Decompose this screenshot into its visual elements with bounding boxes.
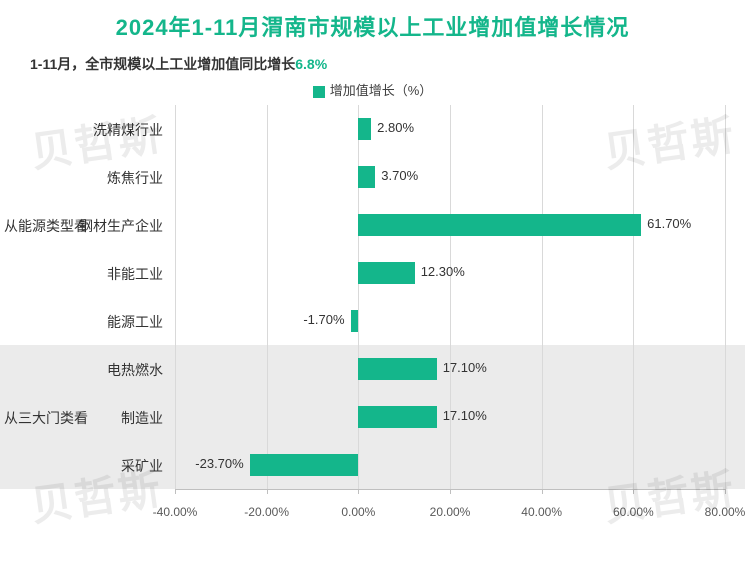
plot-area: -40.00%-20.00%0.00%20.00%40.00%60.00%80.…: [175, 105, 725, 529]
x-baseline: [175, 489, 725, 490]
xtick-label: 0.00%: [341, 505, 375, 519]
subtitle-highlight: 6.8%: [295, 56, 327, 72]
bar: [358, 118, 371, 140]
bar: [358, 262, 414, 284]
category-label: 洗精煤行业: [93, 120, 163, 140]
chart-legend: 增加值增长（%）: [0, 80, 745, 105]
legend-label: 增加值增长（%）: [330, 83, 433, 98]
xtick-label: -40.00%: [153, 505, 198, 519]
bar-row: 能源工业-1.70%: [175, 297, 725, 345]
xtick-mark: [725, 489, 726, 494]
xtick-label: -20.00%: [244, 505, 289, 519]
chart-title: 2024年1-11月渭南市规模以上工业增加值增长情况: [0, 0, 745, 42]
bar-row: 钢材生产企业61.70%: [175, 201, 725, 249]
bar-value-label: 12.30%: [421, 264, 465, 279]
category-label: 制造业: [121, 408, 163, 428]
bar-row: 制造业17.10%: [175, 393, 725, 441]
xtick-label: 60.00%: [613, 505, 654, 519]
legend-swatch: [313, 86, 325, 98]
bar-row: 炼焦行业3.70%: [175, 153, 725, 201]
category-label: 炼焦行业: [107, 168, 163, 188]
bar-row: 非能工业12.30%: [175, 249, 725, 297]
bar: [358, 214, 641, 236]
bar: [358, 166, 375, 188]
bar: [358, 358, 436, 380]
subtitle-prefix: 1-11月，全市规模以上工业增加值同比增长: [30, 56, 295, 72]
category-label: 钢材生产企业: [79, 216, 163, 236]
bar-value-label: 2.80%: [377, 120, 414, 135]
bar: [358, 406, 436, 428]
bar-value-label: 61.70%: [647, 216, 691, 231]
category-label: 电热燃水: [107, 360, 163, 380]
bar-value-label: -1.70%: [303, 312, 344, 327]
bar-row: 电热燃水17.10%: [175, 345, 725, 393]
bar: [250, 454, 359, 476]
chart-subtitle: 1-11月，全市规模以上工业增加值同比增长6.8%: [0, 42, 745, 80]
bar-row: 洗精煤行业2.80%: [175, 105, 725, 153]
category-label: 能源工业: [107, 312, 163, 332]
category-label: 非能工业: [107, 264, 163, 284]
bar-value-label: 17.10%: [443, 408, 487, 423]
bar-value-label: 3.70%: [381, 168, 418, 183]
bar: [351, 310, 359, 332]
xtick-label: 80.00%: [705, 505, 745, 519]
xtick-label: 40.00%: [521, 505, 562, 519]
gridline: [725, 105, 726, 489]
bar-row: 采矿业-23.70%: [175, 441, 725, 489]
bar-value-label: -23.70%: [195, 456, 243, 471]
group-label: 从三大门类看: [0, 408, 90, 428]
category-label: 采矿业: [121, 456, 163, 476]
xtick-label: 20.00%: [430, 505, 471, 519]
group-label: 从能源类型看: [0, 216, 90, 236]
bar-value-label: 17.10%: [443, 360, 487, 375]
